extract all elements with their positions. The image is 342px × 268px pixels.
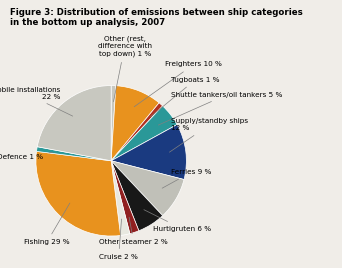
Text: Supply/standby ships
12 %: Supply/standby ships 12 %: [169, 118, 249, 152]
Wedge shape: [37, 147, 111, 161]
Wedge shape: [111, 106, 177, 161]
Text: Other steamer 2 %: Other steamer 2 %: [99, 217, 168, 245]
Wedge shape: [37, 85, 111, 161]
Wedge shape: [111, 103, 163, 161]
Wedge shape: [36, 151, 121, 236]
Wedge shape: [111, 161, 139, 234]
Text: Mobile installations
22 %: Mobile installations 22 %: [0, 87, 73, 116]
Text: Shuttle tankers/oil tankers 5 %: Shuttle tankers/oil tankers 5 %: [158, 92, 283, 125]
Wedge shape: [111, 161, 130, 236]
Text: Freighters 10 %: Freighters 10 %: [134, 61, 222, 107]
Wedge shape: [111, 161, 163, 231]
Text: Figure 3: Distribution of emissions between ship categories
in the bottom up ana: Figure 3: Distribution of emissions betw…: [10, 8, 303, 27]
Wedge shape: [111, 161, 184, 216]
Text: Tugboats 1 %: Tugboats 1 %: [150, 77, 220, 117]
Text: Other (rest,
difference with
top down) 1 %: Other (rest, difference with top down) 1…: [98, 36, 152, 102]
Text: Cruise 2 %: Cruise 2 %: [99, 219, 138, 260]
Text: Fishing 29 %: Fishing 29 %: [24, 203, 70, 245]
Text: Defence 1 %: Defence 1 %: [0, 152, 53, 160]
Text: Hurtigruten 6 %: Hurtigruten 6 %: [144, 210, 211, 232]
Wedge shape: [111, 125, 186, 180]
Wedge shape: [111, 86, 159, 161]
Wedge shape: [111, 85, 116, 161]
Text: Ferries 9 %: Ferries 9 %: [162, 169, 212, 188]
